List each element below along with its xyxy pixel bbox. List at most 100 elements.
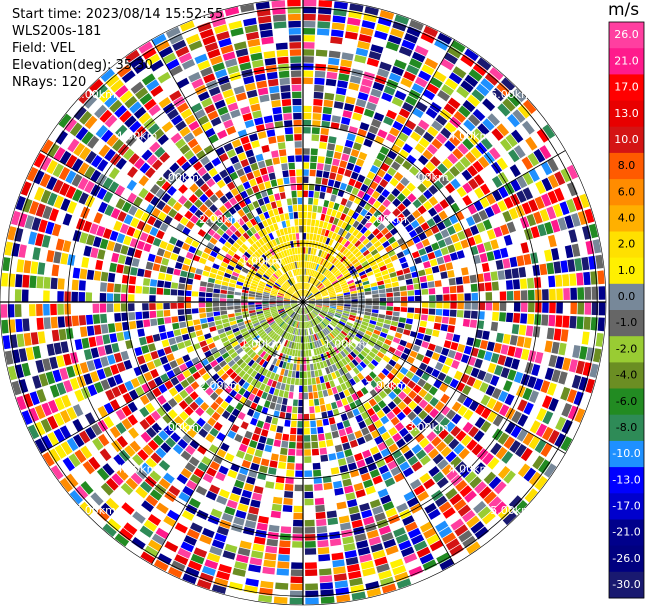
velocity-bin	[213, 502, 225, 512]
velocity-bin	[242, 112, 253, 122]
velocity-bin	[491, 175, 503, 188]
velocity-bin	[342, 442, 351, 451]
velocity-bin	[341, 153, 350, 162]
velocity-bin	[227, 333, 235, 340]
velocity-bin	[394, 264, 402, 271]
velocity-bin	[316, 316, 322, 322]
velocity-bin	[331, 240, 337, 248]
velocity-bin	[273, 21, 287, 29]
velocity-bin	[448, 277, 456, 286]
velocity-bin	[343, 326, 351, 332]
velocity-bin	[336, 422, 344, 430]
velocity-bin	[44, 330, 53, 343]
velocity-bin	[303, 141, 311, 148]
velocity-bin	[455, 381, 466, 392]
velocity-bin	[304, 498, 314, 506]
velocity-bin	[247, 38, 261, 48]
velocity-bin	[233, 221, 241, 230]
velocity-bin	[359, 257, 367, 264]
velocity-bin	[493, 249, 502, 260]
velocity-bin	[519, 483, 533, 498]
velocity-bin	[157, 280, 165, 288]
velocity-bin	[245, 220, 253, 229]
velocity-bin	[492, 311, 499, 321]
velocity-bin	[363, 177, 372, 187]
velocity-bin	[156, 303, 163, 310]
velocity-bin	[100, 271, 109, 282]
velocity-bin	[308, 269, 312, 276]
velocity-bin	[499, 291, 507, 301]
velocity-bin	[338, 360, 345, 368]
velocity-bin	[308, 299, 316, 301]
velocity-bin	[582, 362, 592, 377]
velocity-bin	[318, 347, 323, 354]
velocity-bin	[348, 155, 357, 164]
velocity-bin	[377, 280, 385, 286]
velocity-bin	[321, 310, 328, 314]
velocity-bin	[216, 356, 224, 364]
velocity-bin	[90, 492, 104, 506]
velocity-bin	[303, 282, 305, 289]
velocity-bin	[141, 73, 156, 86]
velocity-bin	[134, 249, 143, 259]
velocity-bin	[462, 138, 474, 150]
velocity-bin	[303, 112, 312, 120]
velocity-bin	[165, 26, 181, 39]
velocity-bin	[294, 491, 303, 499]
velocity-bin	[190, 102, 203, 114]
velocity-bin	[443, 340, 452, 349]
velocity-bin	[319, 376, 325, 384]
velocity-bin	[377, 317, 385, 323]
velocity-bin	[466, 337, 475, 346]
velocity-bin	[281, 199, 287, 207]
velocity-bin	[436, 256, 445, 265]
velocity-bin	[155, 447, 167, 459]
velocity-bin	[272, 358, 278, 365]
velocity-bin	[312, 270, 317, 278]
velocity-bin	[504, 421, 516, 435]
velocity-bin	[313, 255, 318, 263]
velocity-bin	[380, 494, 392, 505]
velocity-bin	[468, 495, 482, 509]
velocity-bin	[310, 277, 314, 284]
velocity-bin	[170, 132, 182, 144]
velocity-bin	[46, 343, 55, 356]
velocity-bin	[586, 347, 595, 362]
velocity-bin	[273, 596, 288, 604]
velocity-bin	[201, 565, 216, 576]
velocity-bin	[369, 320, 377, 325]
velocity-bin	[258, 358, 266, 366]
velocity-bin	[264, 181, 272, 189]
velocity-bin	[399, 427, 409, 438]
velocity-bin	[495, 213, 506, 225]
velocity-bin	[316, 264, 322, 272]
velocity-bin	[305, 343, 308, 350]
velocity-bin	[191, 144, 203, 155]
velocity-bin	[96, 368, 106, 380]
velocity-bin	[128, 312, 136, 321]
velocity-bin	[478, 532, 494, 546]
velocity-bin	[527, 116, 541, 131]
velocity-bin	[510, 232, 520, 244]
velocity-bin	[520, 313, 528, 324]
velocity-bin	[124, 445, 136, 457]
velocity-bin	[291, 248, 295, 255]
velocity-bin	[178, 184, 188, 194]
velocity-bin	[303, 148, 310, 155]
velocity-bin	[228, 20, 243, 30]
velocity-bin	[229, 380, 237, 389]
velocity-bin	[419, 521, 433, 533]
velocity-bin	[336, 400, 343, 408]
velocity-bin	[391, 188, 401, 197]
velocity-bin	[327, 179, 335, 187]
velocity-bin	[292, 363, 297, 371]
velocity-bin	[497, 354, 507, 366]
velocity-bin	[534, 196, 545, 210]
velocity-bin	[541, 177, 553, 192]
velocity-bin	[279, 192, 286, 200]
velocity-bin	[128, 285, 136, 294]
velocity-bin	[210, 347, 219, 355]
velocity-bin	[334, 444, 343, 453]
velocity-bin	[234, 230, 242, 238]
velocity-bin	[469, 413, 480, 425]
